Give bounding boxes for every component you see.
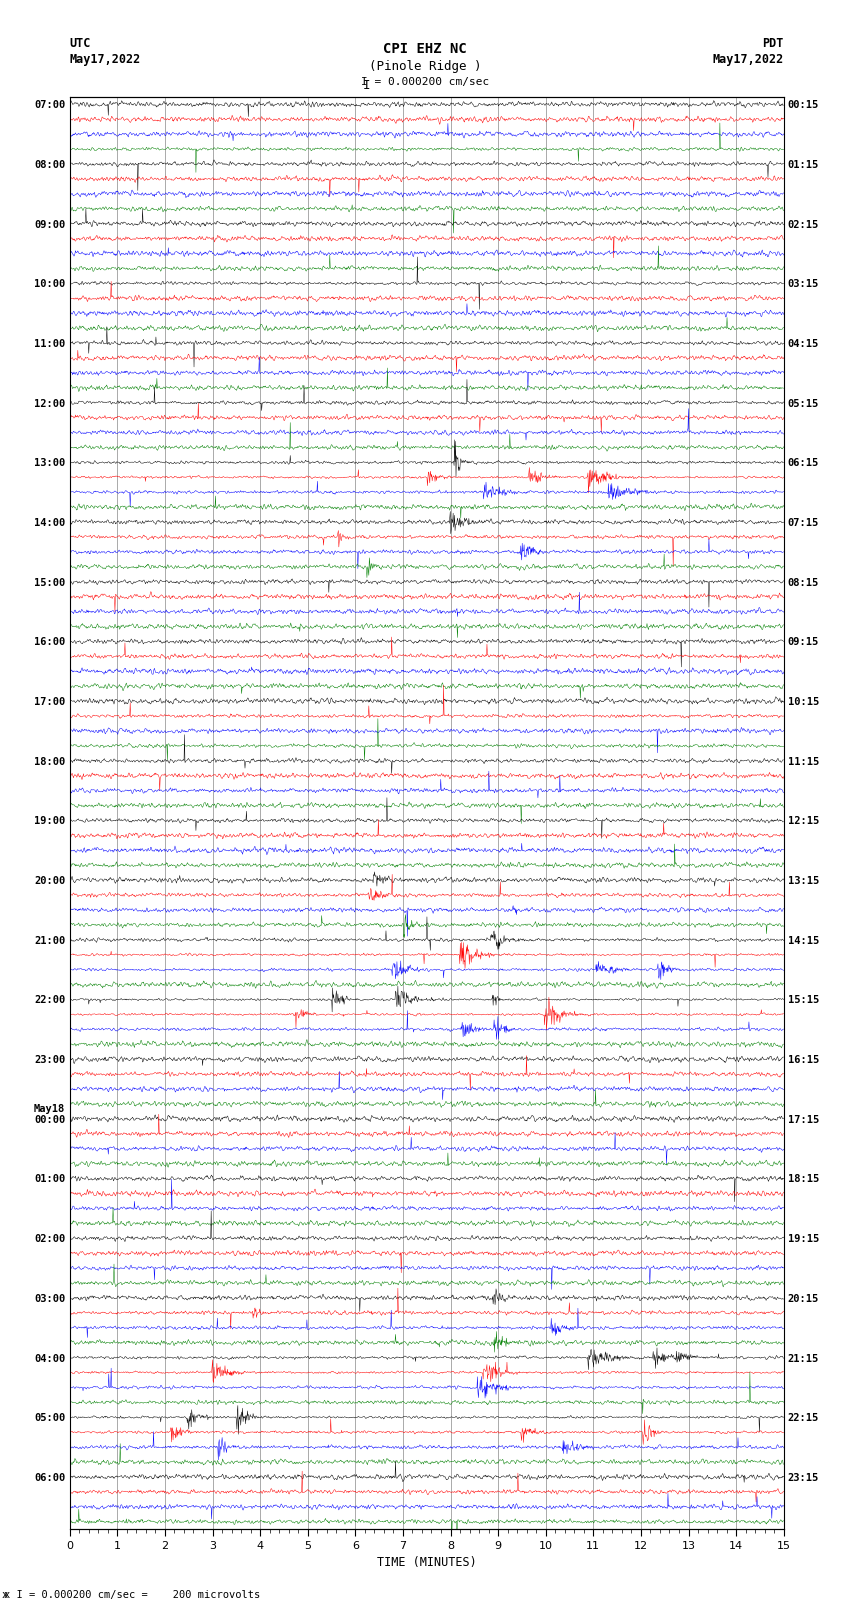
X-axis label: TIME (MINUTES): TIME (MINUTES) bbox=[377, 1557, 477, 1569]
Text: CPI EHZ NC: CPI EHZ NC bbox=[383, 42, 467, 56]
Text: May18: May18 bbox=[33, 1105, 65, 1115]
Text: PDT: PDT bbox=[762, 37, 784, 50]
Text: x: x bbox=[2, 1590, 8, 1600]
Text: I: I bbox=[362, 79, 370, 92]
Text: x I = 0.000200 cm/sec =    200 microvolts: x I = 0.000200 cm/sec = 200 microvolts bbox=[4, 1590, 260, 1600]
Text: May17,2022: May17,2022 bbox=[70, 53, 141, 66]
Text: I = 0.000200 cm/sec: I = 0.000200 cm/sec bbox=[361, 77, 489, 87]
Text: May17,2022: May17,2022 bbox=[712, 53, 784, 66]
Text: UTC: UTC bbox=[70, 37, 91, 50]
Text: (Pinole Ridge ): (Pinole Ridge ) bbox=[369, 60, 481, 73]
